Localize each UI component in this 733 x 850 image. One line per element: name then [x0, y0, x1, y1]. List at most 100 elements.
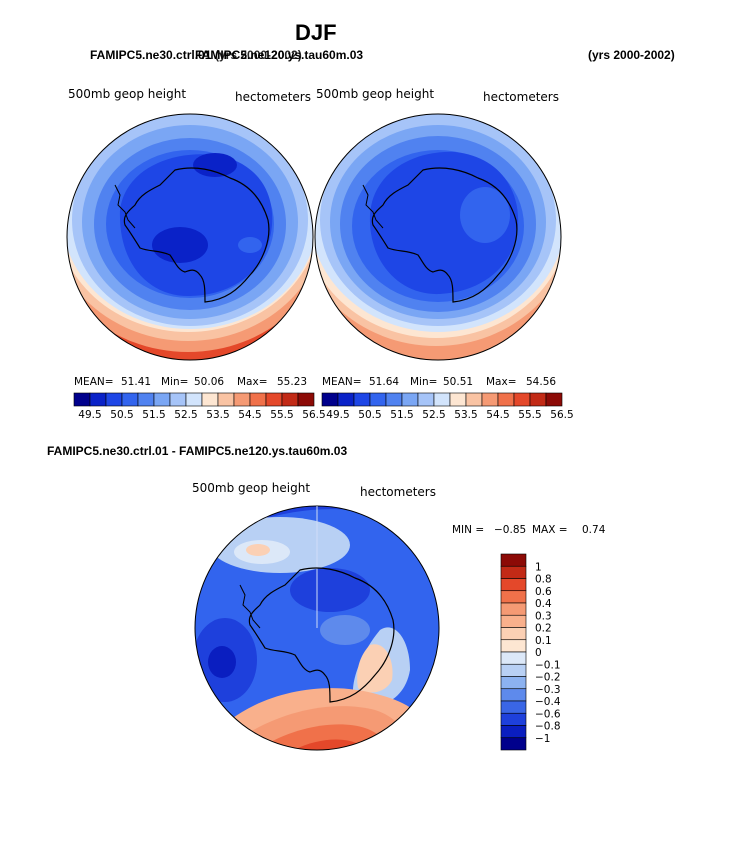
panel2-colorbar-swatch	[449, 392, 467, 407]
diff-colorbar-tick-label: 0.8	[535, 574, 552, 586]
diff-colorbar-swatch	[500, 639, 527, 653]
diff-colorbar-tick-label: −0.8	[535, 721, 561, 733]
diff-colorbar-tick-label: −0.4	[535, 696, 561, 708]
diff-colorbar-swatch	[500, 725, 527, 739]
diff-colorbar-tick-label: 0	[535, 647, 542, 659]
panel1-min: 50.06	[194, 376, 225, 388]
diff-colorbar-tick-label: −0.1	[535, 659, 561, 671]
panel1-colorbar-swatch	[153, 392, 171, 407]
panel1-colorbar-swatch	[233, 392, 251, 407]
panel1-min-label: Min=	[161, 376, 189, 388]
panel2-colorbar-swatch	[465, 392, 483, 407]
panel1-colorbar: 49.5 50.5 51.5 52.5 53.5 54.5 55.5 56.5	[73, 392, 326, 421]
diff-colorbar-swatch	[500, 688, 527, 702]
diff-title: FAMIPC5.ne30.ctrl.01 - FAMIPC5.ne120.ys.…	[47, 444, 348, 458]
panel1-colorbar-tick-label: 55.5	[270, 409, 293, 421]
diff-colorbar: 10.80.60.40.30.20.10−0.1−0.2−0.3−0.4−0.6…	[500, 553, 561, 751]
diff-map	[195, 506, 439, 750]
diff-min: −0.85	[494, 524, 527, 536]
diff-colorbar-swatch	[500, 565, 527, 579]
panel2-patch	[460, 187, 510, 243]
panel2-mean-label: MEAN=	[322, 376, 362, 388]
panel1-colorbar-swatch	[73, 392, 91, 407]
panel1-colorbar-swatch	[201, 392, 219, 407]
diff-colorbar-swatch	[500, 590, 527, 604]
panel1-colorbar-swatch	[265, 392, 283, 407]
diff-west-low-core	[208, 646, 236, 678]
diff-colorbar-swatch	[500, 700, 527, 714]
panel1-colorbar-tick-label: 54.5	[238, 409, 261, 421]
panel1-colorbar-swatch	[297, 392, 315, 407]
panel2-colorbar-swatch	[433, 392, 451, 407]
diff-variable: 500mb geop height	[192, 481, 311, 495]
panel1-peninsula	[114, 184, 136, 229]
diff-max: 0.74	[582, 524, 606, 536]
panel2-colorbar-swatch	[513, 392, 531, 407]
panel2-colorbar-tick-label: 51.5	[390, 409, 413, 421]
panel1-colorbar-swatch	[281, 392, 299, 407]
diff-min-label: MIN =	[452, 524, 485, 536]
panel2-mean: 51.64	[369, 376, 400, 388]
panel2-min: 50.51	[443, 376, 474, 388]
diff-central-patch	[320, 615, 370, 645]
case1-years: (yrs 2000-2002)	[215, 48, 302, 62]
diff-colorbar-tick-label: −1	[535, 733, 550, 745]
panel1-colorbar-swatch	[169, 392, 187, 407]
panel1-colorbar-tick-label: 50.5	[110, 409, 133, 421]
panel2-colorbar-swatch	[417, 392, 435, 407]
panel1-colorbar-tick-label: 52.5	[174, 409, 197, 421]
diff-colorbar-tick-label: −0.3	[535, 684, 561, 696]
diff-colorbar-swatch	[500, 627, 527, 641]
panel2-colorbar-swatch	[529, 392, 547, 407]
panel1-colorbar-swatch	[185, 392, 203, 407]
case2-years: (yrs 2000-2002)	[588, 48, 675, 62]
diff-colorbar-swatch	[500, 676, 527, 690]
diff-colorbar-swatch	[500, 663, 527, 677]
panel1-colorbar-swatch	[105, 392, 123, 407]
panel2-max: 54.56	[526, 376, 557, 388]
diff-colorbar-swatch	[500, 737, 527, 751]
diff-colorbar-swatch	[500, 712, 527, 726]
panel2-colorbar-tick-label: 53.5	[454, 409, 477, 421]
panel2-colorbar-tick-label: 50.5	[358, 409, 381, 421]
panel2-colorbar-swatch	[353, 392, 371, 407]
panel1-colorbar-swatch	[121, 392, 139, 407]
diff-peninsula	[239, 584, 261, 629]
panel1-colorbar-swatch	[137, 392, 155, 407]
panel1-colorbar-tick-label: 49.5	[78, 409, 101, 421]
panel1-map	[67, 114, 313, 360]
diff-max-label: MAX =	[532, 524, 568, 536]
diff-colorbar-swatch	[500, 602, 527, 616]
panel2-map	[315, 114, 561, 360]
panel1-low-1	[193, 153, 237, 177]
page-title: DJF	[295, 20, 337, 45]
diff-colorbar-tick-label: 1	[535, 561, 542, 573]
panel1-colorbar-swatch	[217, 392, 235, 407]
panel2-colorbar-tick-label: 55.5	[518, 409, 541, 421]
panel1-max-label: Max=	[237, 376, 268, 388]
diff-colorbar-tick-label: −0.6	[535, 708, 561, 720]
diff-colorbar-tick-label: 0.2	[535, 623, 552, 635]
panel2-colorbar-swatch	[337, 392, 355, 407]
panel2-colorbar-tick-label: 49.5	[326, 409, 349, 421]
panel2-colorbar-tick-label: 52.5	[422, 409, 445, 421]
panel2-units: hectometers	[483, 90, 559, 104]
panel2-max-label: Max=	[486, 376, 517, 388]
panel2-colorbar-swatch	[497, 392, 515, 407]
diff-colorbar-tick-label: −0.2	[535, 672, 561, 684]
case2-title: FAMIPC5.ne120.ys.tau60m.03	[195, 48, 364, 62]
panel2-min-label: Min=	[410, 376, 438, 388]
panel2-coastline	[371, 167, 518, 303]
panel1-low-2	[152, 227, 208, 263]
panel1-patch	[238, 237, 262, 253]
panel1-colorbar-swatch	[249, 392, 267, 407]
diff-colorbar-swatch	[500, 553, 527, 567]
diff-colorbar-swatch	[500, 578, 527, 592]
panel2-colorbar-swatch	[369, 392, 387, 407]
panel1-colorbar-tick-label: 51.5	[142, 409, 165, 421]
panel1-colorbar-swatch	[89, 392, 107, 407]
panel2-variable: 500mb geop height	[316, 87, 435, 101]
diff-colorbar-swatch	[500, 614, 527, 628]
panel1-mean: 51.41	[121, 376, 152, 388]
